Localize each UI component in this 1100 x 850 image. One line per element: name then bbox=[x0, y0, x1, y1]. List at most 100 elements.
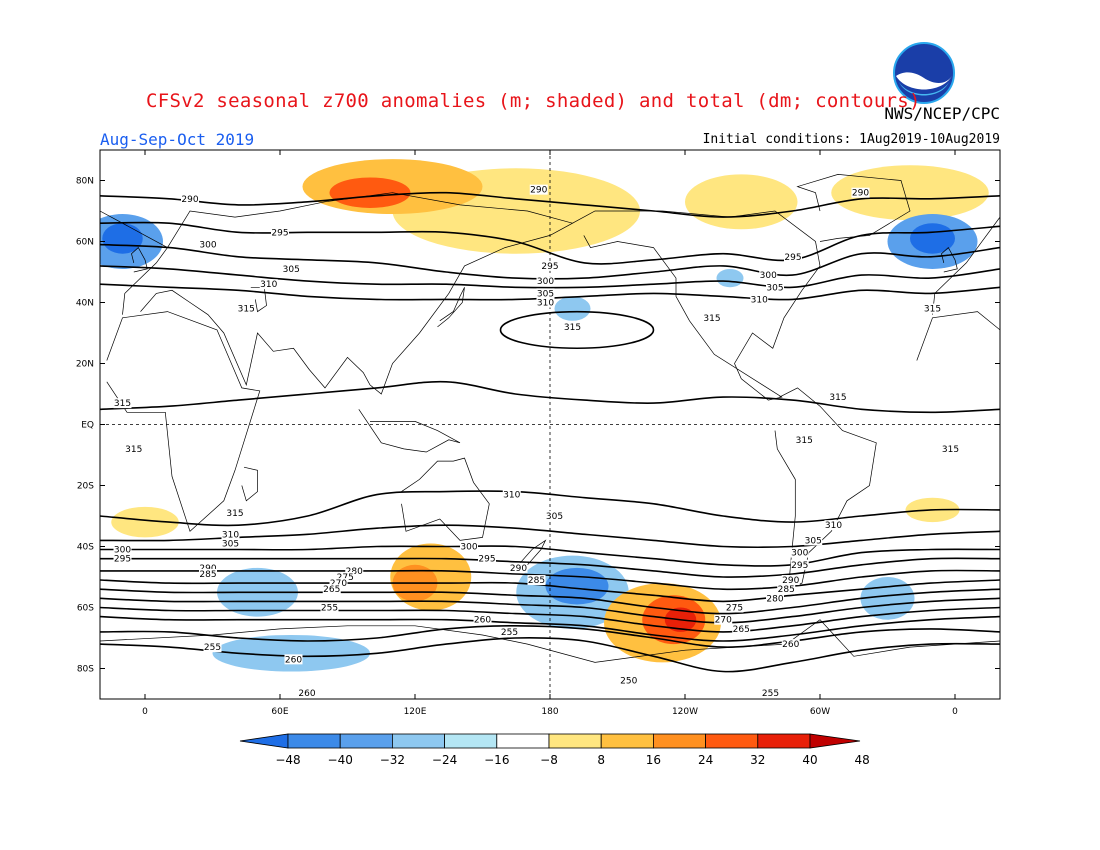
anomaly-region bbox=[554, 296, 591, 321]
contour-label: 255 bbox=[501, 628, 518, 638]
contour-label-bg bbox=[941, 443, 960, 454]
contour-label: 285 bbox=[778, 585, 795, 595]
contour-275 bbox=[100, 597, 1000, 624]
contour-label-bg bbox=[113, 398, 132, 409]
lon-label: 0 bbox=[142, 707, 148, 717]
contour-label: 295 bbox=[791, 561, 808, 571]
initial-conditions-label: Initial conditions: 1Aug2019-10Aug2019 bbox=[702, 132, 1000, 147]
height-contours bbox=[100, 191, 1000, 673]
colorbar-label: 24 bbox=[698, 753, 713, 767]
contour-label-bg bbox=[478, 553, 496, 564]
contour-label: 305 bbox=[546, 512, 563, 522]
contour-label-bg bbox=[329, 578, 348, 589]
contour-label: 315 bbox=[829, 393, 846, 403]
contour-label: 315 bbox=[564, 323, 581, 333]
contour-285 bbox=[100, 579, 1000, 603]
contour-label-bg bbox=[322, 584, 341, 595]
contour-label: 315 bbox=[942, 445, 959, 455]
contour-label-bg bbox=[777, 584, 796, 595]
contour-label: 290 bbox=[852, 189, 869, 199]
contour-label-bg bbox=[851, 187, 870, 198]
contour-label: 290 bbox=[510, 564, 527, 574]
contour-label: 315 bbox=[125, 445, 142, 455]
lat-label: 60N bbox=[76, 238, 94, 248]
lat-label: 20N bbox=[76, 360, 94, 370]
contour-label-bg bbox=[298, 687, 316, 698]
contour-label: 310 bbox=[260, 280, 277, 290]
contour-label-bg bbox=[790, 559, 809, 570]
contour-label-bg bbox=[824, 520, 843, 531]
contour-265 bbox=[100, 615, 1000, 642]
coastline-path bbox=[796, 174, 911, 242]
lon-label: 180 bbox=[541, 707, 558, 717]
contour-label-bg bbox=[203, 642, 222, 653]
colorbar-label: −8 bbox=[540, 753, 558, 767]
contour-label: 270 bbox=[715, 616, 732, 626]
contour-label: 260 bbox=[474, 616, 491, 626]
contour-label: 310 bbox=[537, 299, 554, 309]
contour-label-bg bbox=[113, 553, 132, 564]
contour-label-bg bbox=[221, 529, 240, 540]
contour-290 bbox=[100, 569, 1000, 591]
contour-label: 315 bbox=[703, 314, 720, 324]
contour-label: 305 bbox=[283, 265, 300, 275]
lon-label: 120W bbox=[672, 707, 698, 717]
colorbar-swatch bbox=[600, 733, 654, 749]
noaa-logo bbox=[893, 42, 955, 104]
contour-label: 300 bbox=[537, 277, 554, 287]
colorbar-swatch bbox=[705, 733, 759, 749]
lon-label: 0 bbox=[952, 707, 958, 717]
contour-label-bg bbox=[732, 623, 751, 634]
contour-label: 280 bbox=[346, 567, 363, 577]
lat-label: 40S bbox=[77, 543, 94, 553]
colorbar-swatch bbox=[287, 733, 341, 749]
contour-300 bbox=[100, 545, 1000, 567]
contour-label-bg bbox=[199, 568, 217, 579]
lon-label: 60E bbox=[271, 707, 288, 717]
contour-label-bg bbox=[336, 572, 355, 582]
coastline-path bbox=[122, 192, 574, 395]
colorbar-label: −48 bbox=[275, 753, 300, 767]
contour-270 bbox=[100, 606, 1000, 633]
contour-label-bg bbox=[473, 614, 492, 625]
colorbar-label: 32 bbox=[750, 753, 765, 767]
colorbar-label: 8 bbox=[597, 753, 605, 767]
anomaly-region bbox=[329, 177, 411, 208]
lon-label: 60W bbox=[810, 707, 830, 717]
contour-label-bg bbox=[703, 312, 721, 323]
contour-label-bg bbox=[536, 297, 555, 308]
colorbar-swatch bbox=[444, 733, 498, 749]
lat-label: 80S bbox=[77, 665, 94, 675]
anomaly-region bbox=[111, 506, 179, 538]
contour-label: 255 bbox=[762, 689, 779, 699]
colorbar-label: −16 bbox=[484, 753, 509, 767]
colorbar-swatch bbox=[496, 733, 550, 749]
colorbar-swatch bbox=[653, 733, 707, 749]
contour-label: 300 bbox=[114, 546, 131, 556]
contour-label: 305 bbox=[805, 536, 822, 546]
coastline-path bbox=[100, 210, 168, 248]
colorbar-swatch bbox=[339, 733, 393, 749]
colorbar-swatch bbox=[391, 733, 445, 749]
contour-label: 295 bbox=[541, 262, 558, 272]
coastline-path bbox=[358, 409, 461, 453]
anomaly-region bbox=[831, 165, 989, 221]
contour-305 bbox=[100, 265, 1000, 289]
contour-label: 315 bbox=[924, 305, 941, 315]
contour-label-bg bbox=[536, 276, 555, 287]
contour-label-bg bbox=[124, 443, 143, 454]
contour-label: 250 bbox=[620, 677, 637, 687]
contour-label: 310 bbox=[751, 295, 768, 305]
contour-label-bg bbox=[804, 535, 823, 546]
contour-label-bg bbox=[271, 227, 289, 238]
anomaly-region bbox=[212, 634, 370, 672]
contour-290 bbox=[100, 191, 1000, 218]
coastline-path bbox=[437, 287, 465, 328]
contour-280 bbox=[100, 588, 1000, 615]
coastline-path bbox=[572, 210, 821, 401]
contour-255 bbox=[100, 637, 1000, 673]
anomaly-region bbox=[716, 268, 744, 288]
contour-label-bg bbox=[541, 260, 559, 271]
contour-label-bg bbox=[781, 639, 800, 650]
